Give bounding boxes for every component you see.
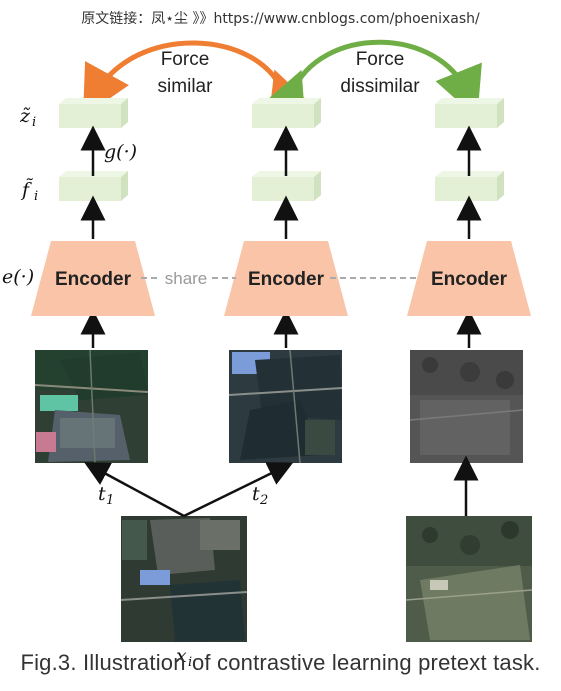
encoder-label-2: Encoder	[248, 269, 325, 290]
augmented-image-1	[34, 349, 149, 464]
x-label: x	[176, 645, 187, 667]
encoder-label-3: Encoder	[431, 269, 508, 290]
z-tilde-label: z̃	[19, 105, 31, 127]
figure-caption: Fig.3. Illustration of contrastive learn…	[20, 650, 541, 675]
force-dissimilar-label-1: Force	[356, 49, 405, 70]
encoder-block-2	[224, 241, 348, 316]
encoder-label-1: Encoder	[55, 269, 132, 290]
x-sub: i	[188, 655, 192, 670]
force-similar-label-1: Force	[161, 49, 210, 70]
t1-sub: 1	[106, 493, 114, 508]
watermark-text: 原文链接：凤⋆尘 》》https://www.cnblogs.com/phoen…	[81, 11, 480, 27]
force-similar-label-2: similar	[158, 76, 214, 97]
f-tilde-sub: i	[34, 189, 38, 204]
t1-label: t	[98, 483, 106, 505]
original-image	[120, 516, 248, 642]
f-tilde-label: f̃	[20, 178, 34, 201]
g-function-label: g(·)	[104, 141, 137, 163]
force-dissimilar-arrow	[259, 39, 482, 126]
negative-image	[405, 516, 533, 642]
z-feature-box-2	[252, 98, 321, 128]
encoder-block-1	[31, 241, 155, 316]
t2-sub: 2	[259, 493, 268, 508]
encoder-block-3	[407, 241, 531, 316]
augmented-image-3	[409, 350, 524, 463]
z-feature-box-3	[435, 98, 504, 128]
force-dissimilar-label-2: dissimilar	[340, 76, 420, 97]
z-tilde-sub: i	[32, 115, 36, 130]
z-feature-box-1	[59, 98, 128, 128]
augmented-image-2	[228, 349, 343, 464]
share-label: share	[165, 269, 208, 288]
e-function-label: e(·)	[2, 266, 34, 288]
t2-label: t	[252, 483, 260, 505]
